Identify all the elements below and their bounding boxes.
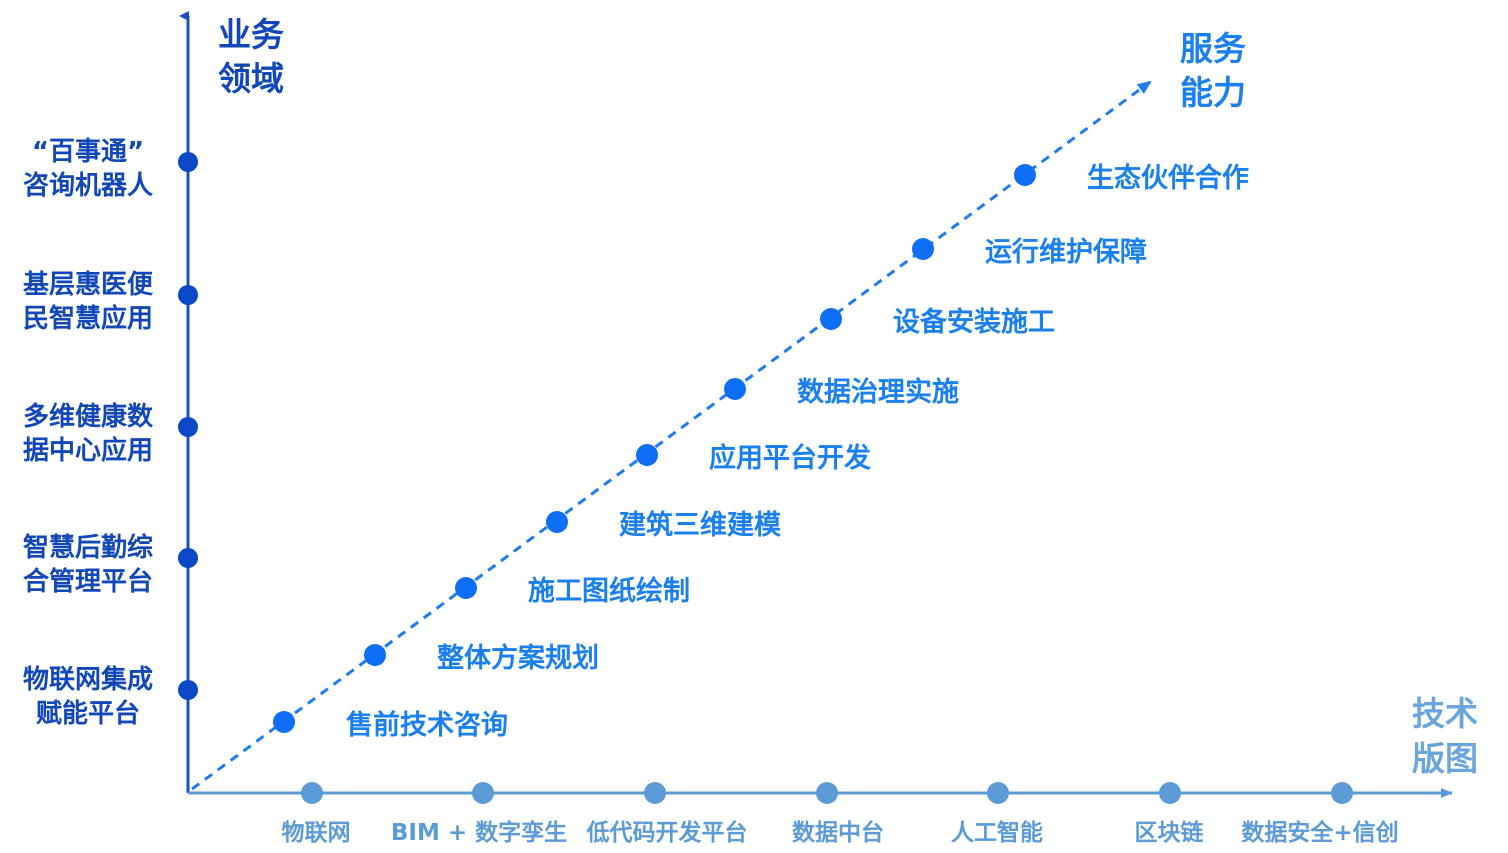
diagonal-item-label: 施工图纸绘制 [528,575,690,607]
y-axis-item-label: 物联网集成 [23,664,153,695]
diagonal-item-label: 生态伙伴合作 [1087,162,1249,194]
x-axis-dot [987,782,1009,804]
diagonal-item: 建筑三维建模 [546,509,781,541]
x-axis-dot [301,782,323,804]
diagonal-items: 售前技术咨询 整体方案规划 施工图纸绘制 建筑三维建模 应用平台开发 数据治理实施 设备安装… [273,162,1249,741]
diagonal-dot [820,308,842,330]
diagonal-item: 设备安装施工 [820,307,1055,338]
diagonal-title-line-2: 能力 [1180,73,1246,112]
x-axis-item: BIM + 数字孪生 [391,782,567,846]
diagonal-dot [273,711,295,733]
x-axis-dot [1159,782,1181,804]
x-axis-item: 数据安全+信创 [1241,782,1399,846]
y-axis-item-label: 据中心应用 [23,435,153,466]
diagonal-item-label: 售前技术咨询 [346,709,508,741]
x-axis-item-label: 数据安全+信创 [1241,819,1398,846]
diagonal-item: 整体方案规划 [364,642,599,674]
diagonal-title: 服务 能力 [1180,29,1246,112]
diagonal-dot [546,511,568,533]
x-axis-title-line-1: 技术 [1412,694,1478,733]
y-axis-item-label: 咨询机器人 [23,170,153,201]
diagonal-dot [455,577,477,599]
x-axis-item-label: 数据中台 [792,819,884,846]
diagonal-item-label: 整体方案规划 [437,642,599,674]
diagonal-item-label: 运行维护保障 [985,236,1147,268]
y-axis-item-label: 民智慧应用 [23,303,153,334]
diagonal-dot [364,644,386,666]
y-axis-item-label: 合管理平台 [23,566,153,597]
y-axis-dot [178,417,198,437]
x-axis-item: 数据中台 [792,782,884,846]
x-axis-items: 物联网 BIM + 数字孪生 低代码开发平台 数据中台 人工智能 区块链 数据安全+信创 [282,782,1399,846]
diagonal-item: 施工图纸绘制 [455,575,690,607]
diagonal-item: 运行维护保障 [912,236,1147,268]
x-axis-item-label: 低代码开发平台 [586,819,748,846]
y-axis-item-label: “百事通” [32,137,144,167]
diagonal-title-line-1: 服务 [1180,29,1246,68]
diagonal-item-label: 数据治理实施 [797,376,959,408]
diagonal-item-label: 应用平台开发 [709,442,871,474]
y-axis-dot [178,680,198,700]
y-axis-items: “百事通”咨询机器人基层惠医便民智慧应用多维健康数据中心应用智慧后勤综合管理平台… [23,137,198,729]
y-axis-title-line-1: 业务 [218,15,284,54]
diagonal-dot [636,444,658,466]
diagonal-dot [912,238,934,260]
x-axis-item-label: 物联网 [282,819,351,846]
diagonal-trend-line [191,80,1152,791]
y-axis-dot [178,285,198,305]
x-axis-title-line-2: 版图 [1412,739,1478,778]
diagonal-item-label: 设备安装施工 [893,307,1055,338]
diagonal-item: 数据治理实施 [724,376,959,408]
x-axis-item: 人工智能 [951,782,1043,846]
y-axis-item-label: 基层惠医便 [23,270,154,300]
diagonal-item: 生态伙伴合作 [1014,162,1249,194]
y-axis-title: 业务 领域 [218,15,284,98]
diagonal-dot [724,378,746,400]
y-axis-item-label: 多维健康数 [23,401,154,432]
x-axis-dot [644,782,666,804]
x-axis-dot [472,782,494,804]
y-axis-dot [178,152,198,172]
x-axis-item: 物联网 [282,782,351,846]
diagonal-dot [1014,164,1036,186]
x-axis-item-label: 区块链 [1135,819,1204,846]
x-axis-dot [1331,782,1353,804]
diagonal-item: 售前技术咨询 [273,709,508,741]
x-axis-item: 低代码开发平台 [586,782,748,846]
y-axis-dot [178,548,198,568]
diagonal-item: 应用平台开发 [636,442,871,474]
y-axis-item: “百事通”咨询机器人 [23,137,198,201]
x-axis-item: 区块链 [1135,782,1204,846]
x-axis-item-label: BIM + 数字孪生 [391,819,567,846]
y-axis-title-line-2: 领域 [218,59,284,98]
y-axis-item-label: 智慧后勤综 [23,532,153,563]
y-axis-item-label: 赋能平台 [36,698,140,729]
x-axis-item-label: 人工智能 [951,819,1043,846]
x-axis-title: 技术 版图 [1412,694,1478,778]
x-axis-dot [816,782,838,804]
diagonal-item-label: 建筑三维建模 [619,509,781,541]
